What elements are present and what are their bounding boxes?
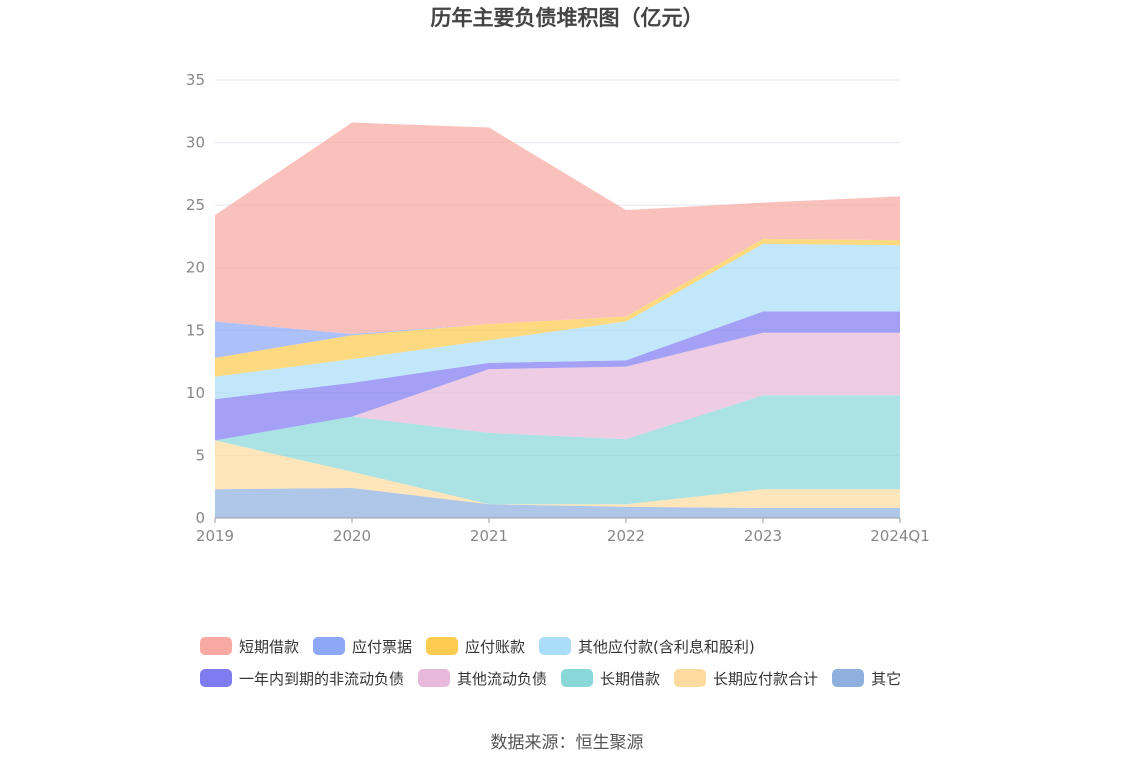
x-tick-label: 2024Q1 xyxy=(870,527,930,545)
legend-item[interactable]: 一年内到期的非流动负债 xyxy=(200,668,404,689)
legend-swatch xyxy=(200,669,232,687)
legend-item[interactable]: 应付票据 xyxy=(313,636,412,657)
x-tick-label: 2021 xyxy=(470,527,508,545)
stacked-area-chart: 0 5 10 15 20 25 30 35 2019 2020 2021 2022 2023 2024Q1 xyxy=(186,71,930,545)
legend-label: 一年内到期的非流动负债 xyxy=(239,669,405,688)
data-source-note: 数据来源：恒生聚源 xyxy=(490,733,644,753)
area-series-0 xyxy=(215,487,900,518)
legend-label: 其他流动负债 xyxy=(457,669,548,688)
legend: 短期借款 应付票据 应付账款 其他应付款(含利息和股利) 一年内到期的非流动负债 其他流… xyxy=(200,630,1100,694)
legend-label: 其他应付款(含利息和股利) xyxy=(578,637,755,656)
legend-label: 长期借款 xyxy=(600,669,661,688)
y-tick-label: 20 xyxy=(186,259,205,277)
legend-item[interactable]: 长期借款 xyxy=(561,668,660,689)
x-tick-label: 2023 xyxy=(744,527,782,545)
x-tick-label: 2022 xyxy=(607,527,645,545)
legend-label: 长期应付款合计 xyxy=(713,669,819,688)
area-series-1 xyxy=(215,440,900,508)
legend-label: 其它 xyxy=(871,669,902,688)
legend-swatch xyxy=(200,637,232,655)
legend-item[interactable]: 短期借款 xyxy=(200,636,299,657)
legend-item[interactable]: 长期应付款合计 xyxy=(674,668,818,689)
chart-title: 历年主要负债堆积图（亿元） xyxy=(430,6,704,30)
legend-item[interactable]: 其他应付款(含利息和股利) xyxy=(539,636,755,657)
area-series-7 xyxy=(215,238,900,358)
x-tick-label: 2019 xyxy=(196,527,234,545)
area-series-8 xyxy=(215,122,900,335)
area-series-4 xyxy=(215,311,900,441)
legend-swatch xyxy=(832,669,865,687)
legend-swatch xyxy=(313,637,346,655)
x-tick-label: 2020 xyxy=(333,527,371,545)
legend-item[interactable]: 应付账款 xyxy=(426,636,525,657)
legend-item[interactable]: 其它 xyxy=(832,668,901,689)
legend-swatch xyxy=(561,669,594,687)
legend-label: 应付票据 xyxy=(352,637,413,656)
legend-item[interactable]: 其他流动负债 xyxy=(418,668,547,689)
legend-swatch xyxy=(674,669,707,687)
y-tick-label: 30 xyxy=(186,134,205,152)
legend-swatch xyxy=(426,637,459,655)
legend-swatch xyxy=(539,637,572,655)
area-series-3 xyxy=(215,332,900,441)
area-series-6 xyxy=(215,238,900,377)
y-tick-label: 35 xyxy=(186,71,205,89)
legend-row-1: 短期借款 应付票据 应付账款 其他应付款(含利息和股利) xyxy=(200,630,1100,662)
legend-swatch xyxy=(418,669,451,687)
legend-row-2: 一年内到期的非流动负债 其他流动负债 长期借款 长期应付款合计 其它 xyxy=(200,662,1100,694)
y-tick-label: 25 xyxy=(186,196,205,214)
legend-label: 应付账款 xyxy=(465,637,526,656)
area-series-2 xyxy=(215,395,900,505)
area-series-5 xyxy=(215,243,900,400)
y-tick-label: 10 xyxy=(186,384,205,402)
y-tick-label: 0 xyxy=(195,509,205,527)
y-tick-label: 5 xyxy=(195,446,205,464)
legend-label: 短期借款 xyxy=(239,637,300,656)
y-tick-label: 15 xyxy=(186,321,205,339)
